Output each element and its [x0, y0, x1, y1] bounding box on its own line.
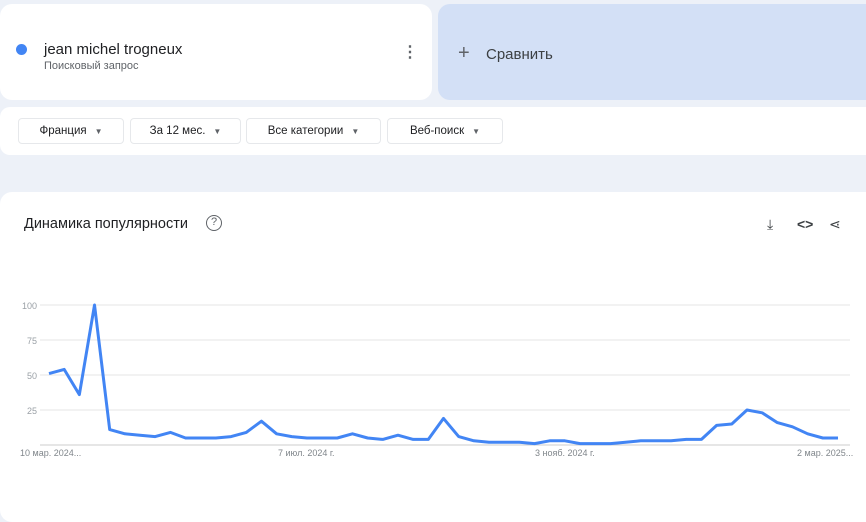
x-tick-label: 10 мар. 2024...	[20, 448, 81, 458]
filter-label: Все категории	[268, 125, 344, 137]
compare-label: Сравнить	[486, 46, 553, 63]
filter-category[interactable]: Все категории ▼	[246, 118, 381, 144]
plus-icon: +	[458, 42, 470, 65]
search-term-type: Поисковый запрос	[44, 60, 139, 72]
dropdown-arrow-icon: ▼	[213, 127, 221, 136]
y-tick-label: 75	[27, 336, 37, 346]
dropdown-arrow-icon: ▼	[95, 127, 103, 136]
series-color-dot	[16, 44, 27, 55]
search-term-card: jean michel trogneux Поисковый запрос ⋮	[0, 4, 432, 100]
more-vert-icon[interactable]: ⋮	[402, 44, 418, 62]
filter-label: Веб-поиск	[410, 125, 464, 137]
y-tick-label: 100	[22, 301, 37, 311]
dropdown-arrow-icon: ▼	[351, 127, 359, 136]
filter-period[interactable]: За 12 мес. ▼	[130, 118, 241, 144]
filter-label: Франция	[39, 125, 86, 137]
x-tick-label: 7 июл. 2024 г.	[278, 448, 335, 458]
x-tick-label: 3 нояб. 2024 г.	[535, 448, 595, 458]
search-term-name: jean michel trogneux	[44, 41, 182, 58]
y-tick-label: 50	[27, 371, 37, 381]
filter-label: За 12 мес.	[150, 125, 206, 137]
filter-search-type[interactable]: Веб-поиск ▼	[387, 118, 503, 144]
line-chart: 25 50 75 100 10 мар. 2024... 7 июл. 2024 г. 3 …	[0, 192, 866, 522]
filter-region[interactable]: Франция ▼	[18, 118, 124, 144]
dropdown-arrow-icon: ▼	[472, 127, 480, 136]
compare-button[interactable]: + Сравнить	[438, 4, 866, 100]
y-tick-label: 25	[27, 406, 37, 416]
x-tick-label: 2 мар. 2025...	[797, 448, 853, 458]
filters-bar: Франция ▼ За 12 мес. ▼ Все категории ▼ Веб-…	[0, 107, 866, 155]
series-line	[49, 305, 838, 444]
